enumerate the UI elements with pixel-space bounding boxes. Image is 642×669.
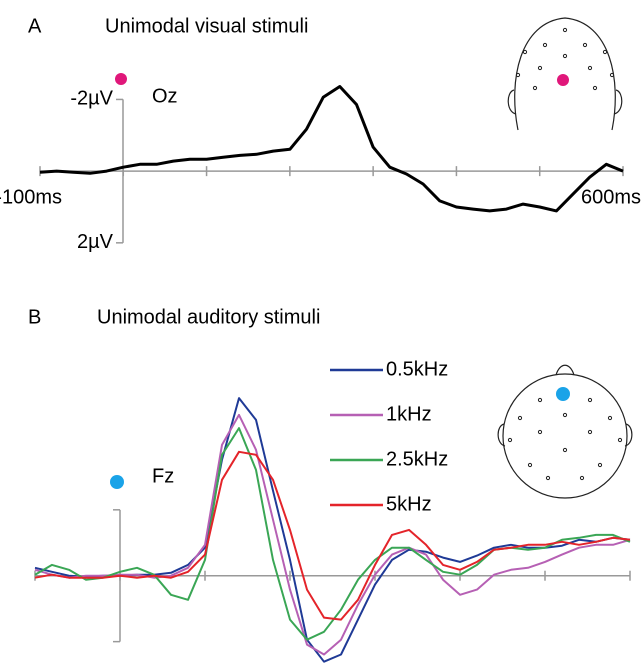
head-map — [497, 364, 633, 499]
y-tick-label: 2µV — [77, 231, 114, 253]
panel-letter: A — [28, 15, 42, 37]
head-map — [507, 17, 623, 131]
electrode-label: Oz — [152, 85, 178, 107]
chart-title: Unimodal visual stimuli — [105, 15, 308, 37]
line-series — [39, 85, 624, 213]
legend-label: 0.5kHz — [386, 358, 448, 380]
panel-letter: B — [28, 306, 41, 328]
x-tick-label: 600ms — [581, 186, 641, 208]
legend-label: 5kHz — [386, 493, 432, 515]
line-series — [34, 427, 631, 641]
electrode-marker — [110, 475, 124, 489]
x-tick-label: -100ms — [0, 186, 62, 208]
chart-title: Unimodal auditory stimuli — [97, 306, 320, 328]
electrode-label: Fz — [152, 465, 174, 487]
electrode-marker — [115, 73, 127, 85]
line-series — [34, 413, 631, 656]
legend-label: 1kHz — [386, 403, 432, 425]
line-series — [34, 450, 631, 621]
legend-label: 2.5kHz — [386, 448, 448, 470]
y-tick-label: -2µV — [70, 88, 113, 110]
